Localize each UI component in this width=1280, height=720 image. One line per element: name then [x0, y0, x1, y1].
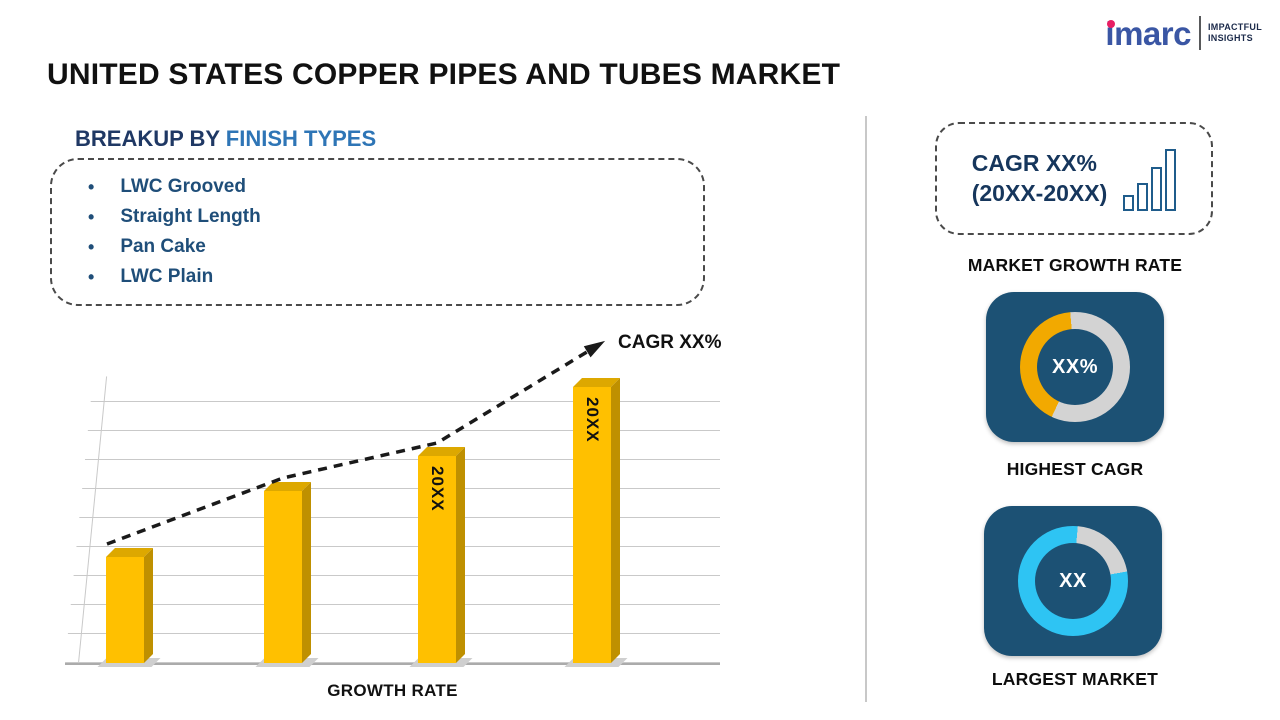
cagr-text: CAGR XX% (20XX-20XX) [972, 149, 1108, 209]
finish-type-item: • Straight Length [52, 202, 703, 232]
cagr-annotation: CAGR XX% [618, 332, 722, 353]
bar-value-label: 20XX [583, 397, 602, 443]
highest-cagr-donut: XX% [1020, 312, 1130, 422]
bar-1 [106, 548, 153, 663]
highest-cagr-label: HIGHEST CAGR [1006, 459, 1144, 479]
logo-tagline-line2: INSIGHTS [1207, 33, 1253, 43]
logo-tagline-line1: IMPACTFUL [1207, 21, 1262, 32]
bullet-icon: • [88, 266, 95, 287]
largest-market-donut-hole: XX [1035, 543, 1111, 619]
bullet-icon: • [88, 176, 95, 197]
highest-cagr-donut-hole: XX% [1037, 329, 1113, 405]
bar-side-face [302, 482, 311, 663]
finish-type-list: • LWC Grooved • Straight Length • Pan Cake • LW… [52, 172, 703, 292]
bar-value-label: 20XX [428, 466, 447, 512]
cagr-line2: (20XX-20XX) [971, 179, 1108, 206]
largest-market-card: XX [984, 506, 1162, 656]
bar-side-face [611, 378, 620, 663]
bullet-icon: • [88, 236, 95, 257]
bar-4: 20XX [573, 378, 620, 663]
finish-type-item: • Pan Cake [52, 232, 703, 262]
highest-cagr-value: XX% [1052, 355, 1098, 378]
bullet-icon: • [88, 206, 95, 227]
finish-type-item: • LWC Plain [52, 262, 703, 292]
imarc-logo: imarc IMPACTFUL INSIGHTS [1105, 16, 1262, 50]
vertical-divider [865, 116, 867, 702]
bar-side-face [144, 548, 153, 663]
finish-type-item-label: LWC Plain [120, 266, 214, 287]
highest-cagr-card: XX% [986, 292, 1164, 442]
imarc-logo-dot-icon [1107, 19, 1116, 28]
finish-type-item: • LWC Grooved [52, 172, 703, 202]
market-growth-rate-card: CAGR XX% (20XX-20XX) [935, 122, 1213, 235]
logo-separator [1198, 16, 1201, 50]
finish-type-item-label: Pan Cake [120, 236, 206, 257]
bar-chart-plot: CAGR XX% 20XX 20XX [65, 332, 721, 667]
finish-type-item-label: Straight Length [120, 206, 261, 227]
cagr-line1: CAGR XX% [971, 149, 1097, 176]
imarc-logo-wordmark: imarc [1105, 17, 1191, 50]
chart-gridlines [65, 378, 720, 663]
finish-types-box: • LWC Grooved • Straight Length • Pan Cake • LW… [50, 158, 705, 306]
largest-market-value: XX [1059, 569, 1087, 592]
growth-chart: CAGR XX% 20XX 20XX GROWTH RATE [65, 332, 721, 701]
largest-market-label: LARGEST MARKET [991, 669, 1159, 689]
imarc-logo-text: imarc [1105, 14, 1191, 52]
breakup-heading-highlight: FINISH TYPES [225, 126, 377, 151]
bar-2 [264, 482, 311, 663]
page-title: UNITED STATES COPPER PIPES AND TUBES MAR… [47, 58, 841, 91]
breakup-heading-prefix: BREAKUP BY [75, 126, 220, 151]
largest-market-donut: XX [1018, 526, 1128, 636]
x-axis-label: GROWTH RATE [327, 681, 458, 700]
bar-chart-icon [1123, 147, 1177, 211]
logo-tagline: IMPACTFUL INSIGHTS [1208, 22, 1262, 45]
bar-3: 20XX [418, 447, 465, 663]
market-growth-rate-label: MARKET GROWTH RATE [967, 255, 1183, 275]
breakup-heading: BREAKUP BY FINISH TYPES [75, 126, 376, 152]
bar-side-face [456, 447, 465, 663]
finish-type-item-label: LWC Grooved [120, 176, 246, 197]
